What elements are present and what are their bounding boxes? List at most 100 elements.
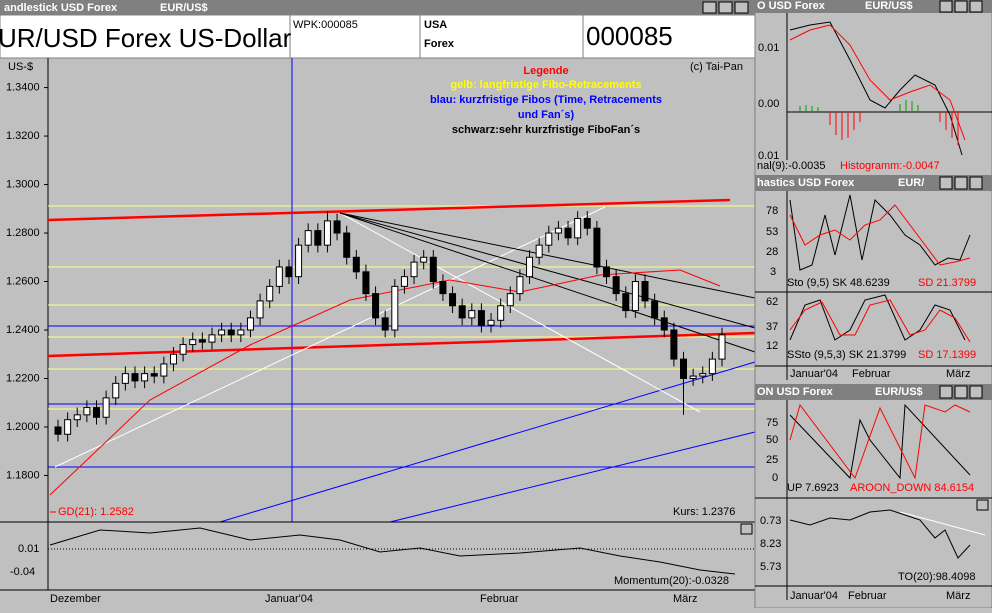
candle-body: [651, 300, 659, 319]
candle-body: [660, 317, 668, 331]
tick: 0.00: [758, 98, 779, 110]
x-label: Januar'04: [790, 590, 838, 602]
indicator-label: Histogramm:-0.0047: [840, 160, 940, 172]
title-bar: [0, 0, 755, 15]
candle-body: [131, 373, 139, 382]
y-tick-label: 1.2800: [6, 227, 40, 239]
candle-body: [323, 220, 331, 246]
x-label: Dezember: [50, 593, 101, 605]
momentum-label: Momentum(20):-0.0328: [614, 575, 729, 587]
candle-body: [439, 281, 447, 295]
candle-body: [160, 363, 168, 377]
candle-body: [391, 285, 399, 331]
maximize-button[interactable]: [718, 1, 733, 14]
tick: 62: [766, 296, 778, 308]
candle-body: [314, 230, 322, 246]
tick: 28: [766, 246, 778, 258]
tick: 8.23: [760, 538, 781, 550]
y-tick-label: 1.2200: [6, 372, 40, 384]
y-tick-label: 1.2600: [6, 275, 40, 287]
candle-body: [266, 285, 274, 302]
tick: 0.01: [758, 42, 779, 54]
candle-body: [64, 419, 72, 435]
candle-body: [179, 344, 187, 355]
candle-body: [420, 256, 428, 263]
candle-body: [554, 227, 562, 234]
copyright: (c) Tai-Pan: [690, 61, 743, 73]
candle-body: [112, 382, 120, 399]
candle-body: [227, 329, 235, 336]
indicator-label: SD 17.1399: [918, 349, 976, 361]
panel-subtitle: EUR/: [898, 177, 924, 189]
candle-body: [458, 305, 466, 319]
candle-body: [372, 293, 380, 319]
candle-body: [564, 227, 572, 239]
candle-body: [381, 317, 389, 331]
candle-body: [468, 310, 476, 319]
indicator-label: TO(20):98.4098: [898, 571, 975, 583]
y-unit: US-$: [8, 61, 33, 73]
indicator-label: AROON_DOWN 84.6154: [850, 482, 974, 494]
price-chart: US-$ (c) Tai-Pan Legende gelb: langfrist…: [6, 58, 756, 590]
tick: 78: [766, 205, 778, 217]
market: Forex: [424, 38, 455, 50]
candle-body: [680, 358, 688, 379]
candle-body: [477, 310, 485, 326]
candle-body: [689, 375, 697, 379]
candle-body: [487, 319, 495, 326]
candle-body: [352, 256, 360, 273]
candle-body: [362, 271, 370, 295]
wpk: WPK:000085: [293, 19, 358, 31]
window-subtitle: EUR/US$: [160, 2, 208, 14]
x-label: Februar: [480, 593, 519, 605]
candle-body: [121, 373, 129, 384]
x-label: Januar'04: [790, 368, 838, 380]
legend-title: Legende: [523, 65, 568, 77]
tick: 37: [766, 321, 778, 333]
window-buttons[interactable]: [702, 1, 749, 14]
header: [0, 14, 756, 59]
candle-body: [198, 339, 206, 343]
candle-body: [583, 217, 591, 229]
candle-body: [304, 230, 312, 246]
x-label: März: [946, 368, 970, 380]
candle-body: [275, 266, 283, 287]
y-tick-label: 1.2400: [6, 324, 40, 336]
window-title: andlestick USD Forex: [4, 2, 118, 14]
candle-body: [449, 293, 457, 307]
panel-subtitle: EUR/US$: [865, 0, 913, 12]
momentum-tick: 0.01: [18, 543, 39, 555]
candle-body: [92, 407, 100, 418]
y-tick-label: 1.1800: [6, 469, 40, 481]
ma-label: GD(21): 1.2582: [58, 506, 134, 518]
tick: 0.73: [760, 515, 781, 527]
panel-close[interactable]: [976, 499, 989, 511]
candle-body: [295, 244, 303, 278]
panel-title: O USD Forex: [757, 0, 826, 12]
x-label: März: [673, 593, 697, 605]
candle-body: [718, 334, 726, 360]
tick: 5.73: [760, 561, 781, 573]
indicator-label: UP 7.6923: [787, 482, 839, 494]
candle-body: [400, 276, 408, 287]
candle-body: [497, 305, 505, 321]
legend-line: schwarz:sehr kurzfristige FiboFan´s: [452, 124, 640, 136]
candle-body: [535, 244, 543, 258]
panel-close[interactable]: [740, 523, 753, 535]
candle-body: [526, 256, 534, 278]
candle-body: [612, 276, 620, 295]
tick: 75: [766, 417, 778, 429]
tick: 12: [766, 340, 778, 352]
indicator-label: SSto (9,5,3) SK 21.3799: [787, 349, 906, 361]
panel-subtitle: EUR/US$: [875, 386, 923, 398]
minimize-button[interactable]: [702, 1, 717, 14]
country: USA: [424, 19, 447, 31]
candle-body: [670, 329, 678, 360]
indicator-label: nal(9):-0.0035: [757, 160, 826, 172]
instrument-number: 000085: [586, 21, 673, 51]
tick: 50: [766, 434, 778, 446]
x-label: Februar: [852, 368, 891, 380]
legend-line: und Fan´s): [518, 109, 575, 121]
close-button[interactable]: [734, 1, 749, 14]
candle-body: [150, 373, 158, 377]
